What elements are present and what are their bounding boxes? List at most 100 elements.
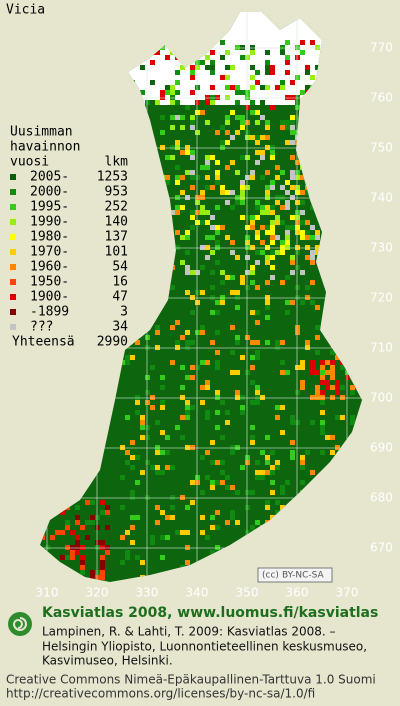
grid-cell <box>305 245 310 250</box>
grid-cell <box>280 525 285 530</box>
grid-cell <box>195 65 200 70</box>
grid-cell <box>280 340 285 345</box>
grid-cell <box>220 190 225 195</box>
grid-cell <box>250 110 255 115</box>
grid-cell <box>140 65 145 70</box>
grid-cell <box>185 235 190 240</box>
grid-cell <box>300 140 305 145</box>
grid-cell <box>290 440 295 445</box>
grid-cell <box>40 575 45 580</box>
grid-cell <box>275 220 280 225</box>
grid-cell <box>245 285 250 290</box>
grid-cell <box>70 530 75 535</box>
grid-cell <box>270 490 275 495</box>
grid-cell <box>130 60 135 65</box>
grid-cell <box>250 525 255 530</box>
grid-cell <box>285 225 290 230</box>
grid-cell <box>145 425 150 430</box>
grid-cell <box>265 305 270 310</box>
grid-cell <box>250 400 255 405</box>
grid-cell <box>265 545 270 550</box>
grid-cell <box>255 385 260 390</box>
grid-cell <box>70 550 75 555</box>
grid-cell <box>265 460 270 465</box>
grid-cell <box>40 535 45 540</box>
citation-line: Kasvimuseo, Helsinki. <box>42 654 173 668</box>
grid-cell <box>230 510 235 515</box>
grid-cell <box>285 300 290 305</box>
grid-cell <box>100 560 105 565</box>
grid-cell <box>185 40 190 45</box>
grid-cell <box>225 475 230 480</box>
grid-cell <box>240 565 245 570</box>
grid-cell <box>255 395 260 400</box>
grid-cell <box>230 515 235 520</box>
grid-cell <box>290 175 295 180</box>
grid-cell <box>290 125 295 130</box>
grid-cell <box>120 475 125 480</box>
grid-cell <box>350 545 355 550</box>
grid-cell <box>175 180 180 185</box>
grid-cell <box>65 545 70 550</box>
grid-cell <box>160 210 165 215</box>
site-link[interactable]: Kasviatlas 2008, www.luomus.fi/kasviatla… <box>42 605 378 621</box>
grid-cell <box>265 65 270 70</box>
grid-cell <box>270 105 275 110</box>
grid-cell <box>285 245 290 250</box>
license-url[interactable]: http://creativecommons.org/licenses/by-n… <box>6 687 315 701</box>
grid-cell <box>160 175 165 180</box>
grid-cell <box>175 70 180 75</box>
grid-cell <box>190 375 195 380</box>
grid-cell <box>245 490 250 495</box>
grid-cell <box>265 455 270 460</box>
grid-cell <box>290 270 295 275</box>
grid-cell <box>140 285 145 290</box>
grid-cell <box>85 500 90 505</box>
grid-cell <box>300 230 305 235</box>
grid-cell <box>240 55 245 60</box>
grid-cell <box>160 510 165 515</box>
grid-cell <box>325 435 330 440</box>
grid-cell <box>185 375 190 380</box>
grid-cell <box>310 470 315 475</box>
grid-cell <box>205 410 210 415</box>
grid-cell <box>260 85 265 90</box>
grid-cell <box>255 390 260 395</box>
grid-cell <box>310 150 315 155</box>
grid-cell <box>305 235 310 240</box>
grid-cell <box>195 220 200 225</box>
grid-cell <box>205 245 210 250</box>
grid-cell <box>215 225 220 230</box>
grid-cell <box>205 385 210 390</box>
grid-cell <box>245 335 250 340</box>
grid-cell <box>160 255 165 260</box>
grid-cell <box>220 470 225 475</box>
grid-cell <box>105 550 110 555</box>
grid-cell <box>95 575 100 580</box>
grid-cell <box>255 460 260 465</box>
grid-cell <box>175 425 180 430</box>
grid-cell <box>280 45 285 50</box>
grid-cell <box>150 45 155 50</box>
grid-cell <box>225 65 230 70</box>
legend-swatch <box>10 309 16 315</box>
grid-cell <box>315 505 320 510</box>
grid-cell <box>275 195 280 200</box>
grid-cell <box>120 560 125 565</box>
grid-cell <box>305 295 310 300</box>
grid-cell <box>155 285 160 290</box>
grid-cell <box>205 535 210 540</box>
legend-label: 1990- <box>30 215 69 230</box>
grid-cell <box>270 240 275 245</box>
grid-cell <box>310 420 315 425</box>
legend-label: 2000- <box>30 185 69 200</box>
grid-cell <box>265 300 270 305</box>
citation-line: Helsingin Yliopisto, Luonnontieteellinen… <box>42 640 367 654</box>
grid-cell <box>220 55 225 60</box>
grid-cell <box>305 70 310 75</box>
grid-cell <box>325 505 330 510</box>
grid-cell <box>335 330 340 335</box>
grid-cell <box>200 455 205 460</box>
grid-cell <box>165 435 170 440</box>
grid-cell <box>50 580 55 582</box>
